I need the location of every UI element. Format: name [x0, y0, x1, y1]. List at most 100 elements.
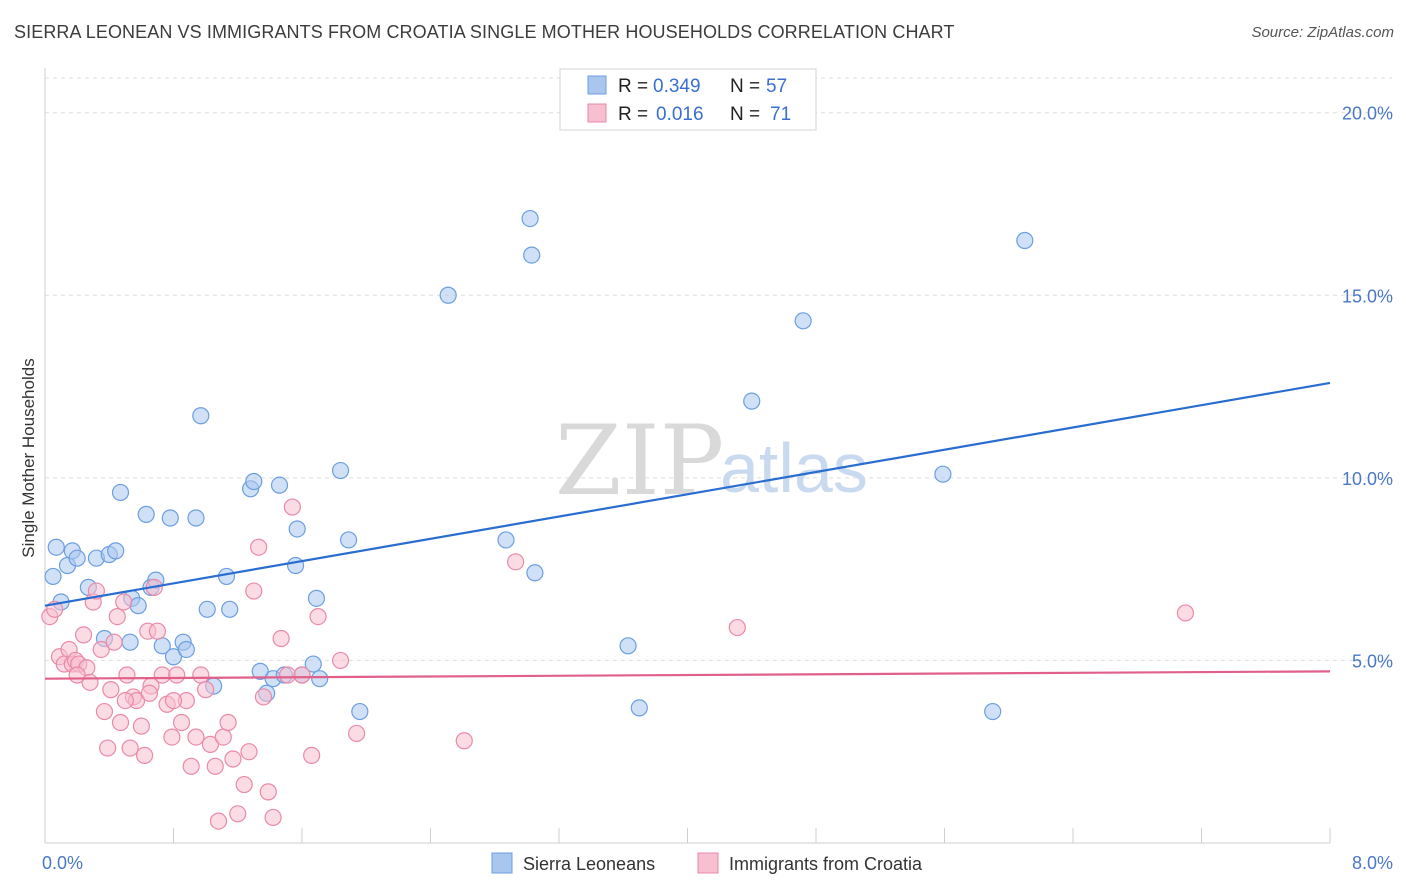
- croatia-point-64: [507, 553, 525, 571]
- croatia-point-66: [1176, 604, 1195, 622]
- sierra-point-56: [1016, 231, 1034, 250]
- chart-title: SIERRA LEONEAN VS IMMIGRANTS FROM CROATI…: [14, 22, 955, 42]
- croatia-point-67: [68, 666, 86, 684]
- sierra-point-34: [270, 476, 289, 494]
- sierra-point-23: [187, 509, 205, 527]
- sierra-point-31: [251, 662, 269, 680]
- croatia-point-20: [115, 593, 133, 611]
- croatia-point-48: [235, 775, 253, 794]
- croatia-point-40: [197, 681, 215, 699]
- sierra-point-54: [934, 465, 952, 483]
- sierra-point-30: [245, 472, 263, 491]
- sierra-point-12: [121, 633, 139, 651]
- croatia-point-47: [229, 805, 247, 823]
- x-tick-label-0: 0.0%: [42, 853, 83, 873]
- croatia-point-51: [250, 538, 268, 556]
- croatia-point-69: [164, 691, 183, 710]
- bottom-legend-label-sierra: Sierra Leoneans: [523, 854, 655, 874]
- sierra-point-43: [339, 531, 358, 549]
- legend-n-label-1: N =: [730, 104, 760, 125]
- sierra-point-36: [286, 556, 305, 575]
- sierra-point-44: [351, 702, 369, 721]
- sierra-point-37: [288, 520, 306, 538]
- legend-swatch-croatia: [587, 103, 607, 123]
- sierra-point-39: [304, 655, 322, 673]
- croatia-point-53: [259, 783, 277, 801]
- croatia-point-15: [99, 739, 117, 757]
- sierra-point-22: [177, 640, 195, 659]
- croatia-point-59: [303, 746, 321, 764]
- y-tick-label-3: 20.0%: [1342, 104, 1393, 124]
- croatia-point-44: [214, 728, 232, 746]
- croatia-point-45: [219, 713, 237, 732]
- croatia-point-56: [278, 666, 297, 684]
- sierra-point-15: [137, 505, 155, 523]
- legend-r-value-1: 0.016: [656, 104, 704, 125]
- sierra-point-40: [307, 589, 326, 607]
- croatia-point-58: [293, 666, 311, 684]
- croatia-point-70: [140, 684, 159, 702]
- croatia-point-43: [209, 812, 228, 830]
- sierra-point-20: [164, 648, 183, 666]
- sierra-point-1: [47, 538, 65, 556]
- croatia-point-52: [254, 688, 273, 706]
- sierra-point-19: [161, 509, 179, 527]
- x-tick-label-1: 8.0%: [1352, 853, 1393, 873]
- sierra-point-45: [439, 286, 457, 304]
- trend-lines: [44, 381, 1331, 680]
- croatia-point-41: [201, 735, 220, 754]
- croatia-point-68: [116, 691, 134, 710]
- bottom-legend-swatch-sierra: [491, 852, 513, 874]
- croatia-point-61: [331, 651, 350, 670]
- sierra-point-10: [107, 542, 125, 560]
- legend-n-value-1: 71: [770, 104, 791, 125]
- legend-n-value-0: 57: [766, 76, 787, 97]
- croatia-point-34: [168, 666, 186, 684]
- bottom-legend-swatch-croatia: [697, 852, 719, 874]
- legend: R = 0.349 N = 57 R = 0.016 N = 71: [559, 68, 817, 131]
- sierra-point-47: [521, 209, 539, 228]
- sierra-point-28: [221, 600, 239, 618]
- croatia-point-13: [92, 640, 110, 659]
- croatia-point-8: [74, 626, 93, 644]
- source-label: Source: ZipAtlas.com: [1251, 24, 1394, 41]
- axes: 5.0% 10.0% 15.0% 20.0% 0.0% 8.0%: [42, 68, 1393, 873]
- croatia-point-25: [132, 717, 150, 735]
- sierra-point-27: [217, 567, 236, 586]
- croatia-point-16: [102, 681, 120, 699]
- sierra-point-42: [331, 461, 350, 480]
- sierra-point-14: [129, 597, 147, 615]
- croatia-point-33: [163, 728, 181, 746]
- croatia-point-31: [153, 666, 171, 684]
- croatia-point-21: [118, 666, 136, 684]
- croatia-point-26: [135, 746, 154, 764]
- sierra-point-49: [526, 564, 544, 582]
- sierra-point-52: [743, 392, 761, 410]
- croatia-point-22: [121, 739, 139, 757]
- legend-r-label-0: R =: [618, 76, 648, 97]
- croatia-point-62: [348, 724, 366, 743]
- croatia-point-65: [728, 618, 746, 637]
- sierra-point-51: [630, 699, 648, 717]
- croatia-point-49: [240, 743, 258, 761]
- sierra-point-46: [497, 531, 515, 549]
- croatia-point-63: [455, 732, 473, 750]
- croatia-point-35: [172, 713, 191, 732]
- sierra-point-25: [198, 600, 216, 618]
- croatia-point-46: [224, 750, 242, 768]
- croatia-point-60: [309, 608, 327, 626]
- legend-n-label-0: N =: [730, 76, 760, 97]
- croatia-point-18: [108, 608, 126, 626]
- croatia-point-38: [187, 728, 205, 746]
- croatia-point-42: [206, 757, 224, 775]
- watermark: ZIP atlas: [555, 405, 868, 517]
- legend-r-value-0: 0.349: [653, 76, 701, 97]
- croatia-point-57: [283, 498, 301, 516]
- sierra-point-24: [192, 407, 210, 425]
- sierra-point-48: [523, 246, 541, 264]
- watermark-zip: ZIP: [555, 405, 724, 517]
- croatia-point-14: [95, 702, 114, 721]
- croatia-point-54: [264, 808, 282, 827]
- sierra-trend-line: [44, 381, 1331, 607]
